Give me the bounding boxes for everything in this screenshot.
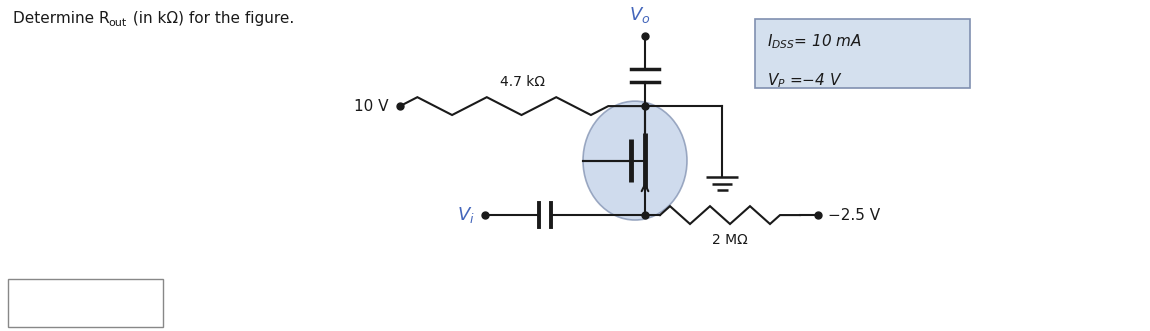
Text: $V_i$: $V_i$ (458, 205, 475, 225)
Text: 10 V: 10 V (353, 99, 388, 114)
Text: 4.7 kΩ: 4.7 kΩ (500, 75, 545, 89)
Text: $V_P$ =−4 V: $V_P$ =−4 V (767, 71, 843, 90)
Text: Determine R: Determine R (13, 11, 109, 26)
FancyBboxPatch shape (8, 279, 163, 327)
Text: out: out (108, 18, 126, 28)
Ellipse shape (583, 101, 687, 220)
Text: $V_o$: $V_o$ (629, 5, 651, 25)
Text: −2.5 V: −2.5 V (828, 208, 880, 222)
Text: $I_{DSS}$= 10 mA: $I_{DSS}$= 10 mA (767, 33, 861, 52)
FancyBboxPatch shape (756, 19, 969, 88)
Text: (in kΩ) for the figure.: (in kΩ) for the figure. (128, 11, 294, 26)
Text: 2 MΩ: 2 MΩ (712, 233, 748, 247)
